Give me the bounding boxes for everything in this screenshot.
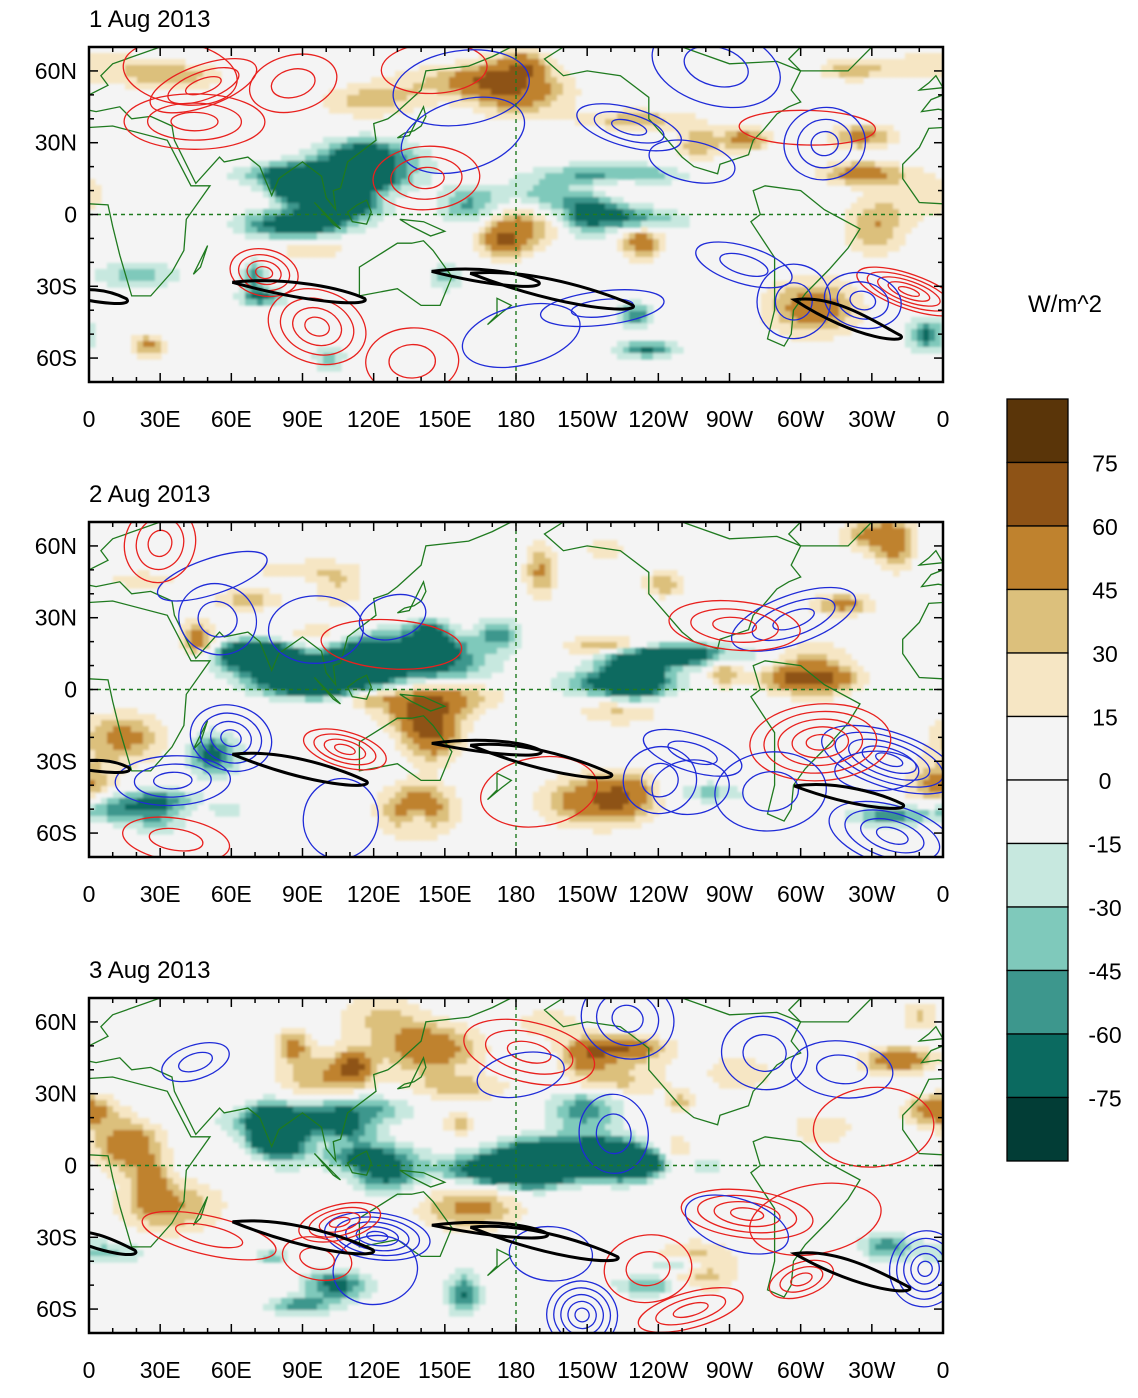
lon-label: 120W	[628, 1357, 688, 1383]
lon-label: 90E	[282, 1357, 323, 1383]
lon-label: 90W	[706, 1357, 754, 1383]
lon-label: 0	[83, 1357, 96, 1383]
lon-label: 120W	[628, 406, 688, 432]
lon-label: 0	[937, 406, 950, 432]
colorbar-label: 45	[1092, 578, 1118, 604]
colorbar-swatch	[1007, 780, 1068, 844]
lon-label: 150W	[557, 406, 617, 432]
colorbar-swatch	[1007, 1034, 1068, 1098]
lon-label: 90E	[282, 881, 323, 907]
lon-label: 180	[497, 406, 535, 432]
colorbar-swatch	[1007, 463, 1068, 527]
lat-label: 30N	[35, 1081, 77, 1107]
lat-label: 30S	[36, 748, 77, 774]
colorbar-label: 15	[1092, 705, 1118, 731]
lat-label: 30N	[35, 605, 77, 631]
lon-label: 90W	[706, 881, 754, 907]
lat-label: 60N	[35, 533, 77, 559]
lon-label: 150E	[418, 1357, 472, 1383]
colorbar-label: 0	[1099, 768, 1112, 794]
lon-label: 30W	[848, 406, 896, 432]
lat-label: 60N	[35, 1009, 77, 1035]
lon-label: 150W	[557, 881, 617, 907]
lon-label: 0	[937, 881, 950, 907]
lon-label: 60W	[777, 1357, 825, 1383]
lon-label: 60E	[211, 881, 252, 907]
panel-title: 1 Aug 2013	[89, 6, 210, 33]
lon-label: 150E	[418, 406, 472, 432]
lon-label: 180	[497, 881, 535, 907]
lon-label: 60W	[777, 881, 825, 907]
lat-label: 60S	[36, 820, 77, 846]
lon-label: 120E	[347, 881, 401, 907]
colorbar-label: -45	[1088, 959, 1121, 985]
lon-label: 60E	[211, 406, 252, 432]
lon-label: 120E	[347, 1357, 401, 1383]
lon-label: 120W	[628, 881, 688, 907]
lat-label: 60N	[35, 58, 77, 84]
colorbar-label: -75	[1088, 1086, 1121, 1112]
lon-label: 0	[937, 1357, 950, 1383]
colorbar-units: W/m^2	[1028, 291, 1102, 318]
colorbar-label: -60	[1088, 1022, 1121, 1048]
panel-title: 3 Aug 2013	[89, 957, 210, 984]
colorbar-swatch	[1007, 399, 1068, 463]
colorbar-swatch	[1007, 717, 1068, 781]
lon-label: 30W	[848, 1357, 896, 1383]
panel-title: 2 Aug 2013	[89, 481, 210, 508]
lat-label: 0	[64, 677, 77, 703]
lat-label: 60S	[36, 1296, 77, 1322]
lon-label: 150W	[557, 1357, 617, 1383]
map-panel-1: 1 Aug 2013 60N 30N 0 30S 60S 0 30E 60E 90E 120E 150…	[35, 6, 1138, 432]
lat-label: 30S	[36, 273, 77, 299]
lon-label: 180	[497, 1357, 535, 1383]
colorbar-swatch	[1007, 844, 1068, 908]
colorbar-swatch	[1007, 1098, 1068, 1162]
lon-label: 30E	[140, 406, 181, 432]
colorbar-label: -15	[1088, 832, 1121, 858]
lon-label: 30E	[140, 1357, 181, 1383]
lon-label: 120E	[347, 406, 401, 432]
lat-label: 60S	[36, 345, 77, 371]
colorbar-label: -30	[1088, 895, 1121, 921]
lon-label: 60E	[211, 1357, 252, 1383]
colorbar-label: 30	[1092, 641, 1118, 667]
lon-label: 30W	[848, 881, 896, 907]
lon-label: 150E	[418, 881, 472, 907]
lon-label: 30E	[140, 881, 181, 907]
lat-label: 30S	[36, 1224, 77, 1250]
colorbar-label: 60	[1092, 514, 1118, 540]
colorbar-label: 75	[1092, 451, 1118, 477]
lat-label: 30N	[35, 130, 77, 156]
lon-label: 0	[83, 881, 96, 907]
colorbar: W/m^2 75 60 45 30 15 0 -15 -30 -45 -60 -75	[1007, 291, 1122, 1161]
lon-label: 90W	[706, 406, 754, 432]
lon-label: 90E	[282, 406, 323, 432]
lat-label: 0	[64, 1153, 77, 1179]
lon-label: 60W	[777, 406, 825, 432]
colorbar-swatch	[1007, 526, 1068, 590]
colorbar-swatch	[1007, 653, 1068, 717]
colorbar-swatch	[1007, 907, 1068, 971]
colorbar-swatch	[1007, 971, 1068, 1035]
lon-label: 0	[83, 406, 96, 432]
lat-label: 0	[64, 202, 77, 228]
map-panel-3: 3 Aug 2013 60N 30N 0 30S 60S 0 30E 60E 90E 120E 150…	[35, 957, 1138, 1383]
colorbar-swatch	[1007, 590, 1068, 654]
